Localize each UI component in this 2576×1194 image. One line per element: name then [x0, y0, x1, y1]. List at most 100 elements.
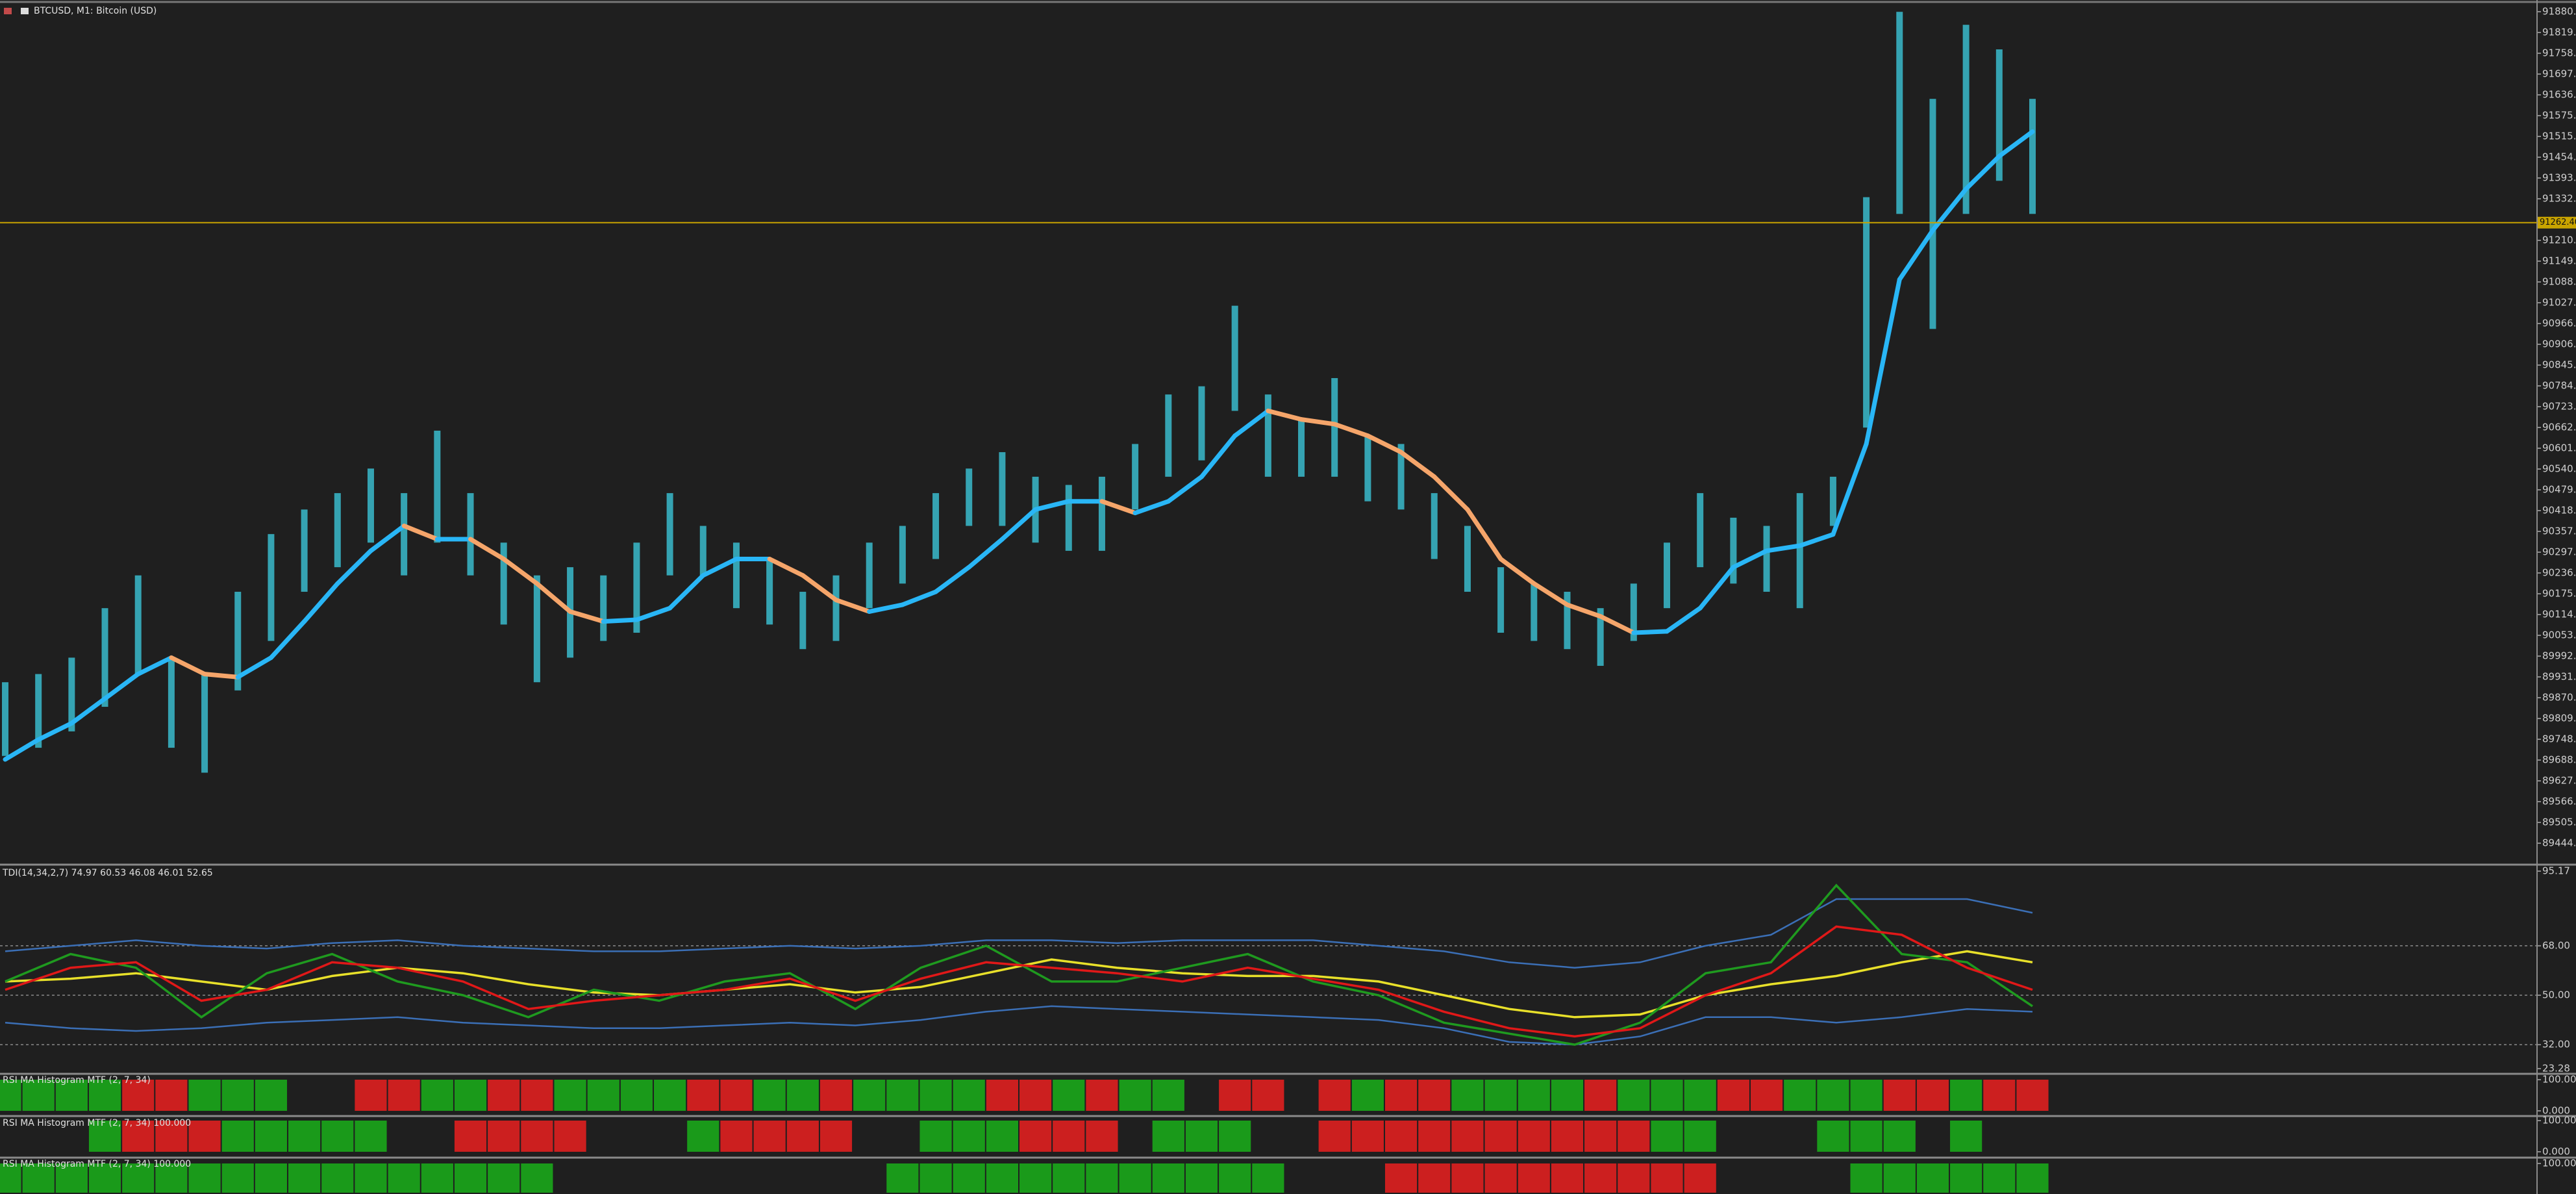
histogram-bar: [1484, 1121, 1517, 1152]
histogram-bar: [1950, 1163, 1982, 1193]
price-bar: [268, 534, 275, 641]
moving-average: [568, 609, 606, 624]
histogram-bar: [221, 1163, 254, 1193]
price-bar: [1331, 378, 1338, 477]
price-bar: [1098, 476, 1105, 551]
histogram-bar: [488, 1121, 520, 1152]
histogram-bar: [1351, 1121, 1384, 1152]
histogram-bar: [1318, 1121, 1351, 1152]
y-tick-label: 89688.00: [2542, 754, 2576, 766]
histogram-bar: [1850, 1080, 1882, 1111]
histogram-bar: [1019, 1080, 1052, 1111]
histogram-bar: [1219, 1121, 1251, 1152]
moving-average: [1199, 433, 1238, 479]
histogram-bar: [720, 1080, 753, 1111]
histogram-bar: [1850, 1163, 1882, 1193]
price-bar: [799, 591, 807, 650]
price-bar: [1364, 435, 1371, 502]
histogram-bar: [853, 1080, 886, 1111]
histogram-bar: [255, 1080, 288, 1111]
histogram-bar: [1950, 1121, 1982, 1152]
y-tick-label: 90662.40: [2542, 422, 2576, 433]
y-tick-label: 91819.50: [2542, 27, 2576, 38]
moving-average: [1531, 581, 1569, 607]
price-bar: [1464, 526, 1471, 592]
histogram-bar: [1219, 1080, 1251, 1111]
histogram-bar: [488, 1080, 520, 1111]
histogram-bar: [1119, 1080, 1151, 1111]
y-tick-label: 68.00: [2542, 939, 2570, 951]
histogram-bar: [421, 1080, 453, 1111]
histogram-bar: [919, 1163, 952, 1193]
y-tick-label: 90540.60: [2542, 463, 2576, 475]
histogram-bar: [919, 1080, 952, 1111]
moving-average: [1166, 474, 1204, 504]
histogram-bar: [122, 1163, 155, 1193]
y-tick-label: 91880.40: [2542, 6, 2576, 18]
price-bar: [134, 575, 142, 674]
price-bar: [699, 526, 707, 576]
moving-average: [668, 573, 706, 611]
histogram-bar: [1152, 1163, 1184, 1193]
histogram-bar: [188, 1121, 221, 1152]
moving-average: [3, 737, 41, 762]
histogram-bar: [1019, 1121, 1052, 1152]
histogram-bar: [1053, 1121, 1085, 1152]
moving-average: [302, 581, 340, 624]
histogram-bar: [488, 1163, 520, 1193]
histogram-bar: [1384, 1121, 1418, 1152]
histogram-bar: [55, 1163, 88, 1193]
price-bar: [633, 542, 640, 633]
y-tick-label: 89992.50: [2542, 650, 2576, 662]
histogram-bar: [1850, 1121, 1882, 1152]
histogram-bar: [720, 1121, 753, 1152]
histogram-bar: [1086, 1080, 1118, 1111]
histogram-bar: [1418, 1080, 1451, 1111]
tdi-line: [5, 950, 2033, 1019]
histogram-bar: [886, 1080, 919, 1111]
moving-average: [1997, 129, 2035, 159]
price-bar: [766, 559, 773, 625]
price-bar: [966, 468, 973, 526]
histogram-bar: [1618, 1121, 1650, 1152]
moving-average: [900, 589, 938, 607]
histogram-bar: [2016, 1080, 2049, 1111]
price-bar: [401, 493, 408, 576]
price-bar: [600, 575, 607, 641]
y-tick-label: 90418.80: [2542, 505, 2576, 516]
moving-average: [136, 655, 174, 677]
price-bar: [101, 608, 108, 707]
moving-average: [1465, 507, 1503, 562]
moving-average: [1299, 417, 1337, 427]
moving-average: [933, 565, 971, 594]
y-tick-label: 23.28: [2542, 1063, 2570, 1074]
y-tick-label: 90906.00: [2542, 338, 2576, 350]
price-bar: [1664, 542, 1671, 609]
y-tick-label: 90357.90: [2542, 526, 2576, 537]
histogram-bar: [819, 1121, 853, 1152]
price-bar: [1564, 591, 1571, 650]
histogram-bar: [953, 1080, 985, 1111]
histogram-bar: [1784, 1080, 1816, 1111]
histogram-bar: [1418, 1121, 1451, 1152]
moving-average: [767, 557, 805, 578]
panel-title: RSI MA Histogram MTF (2, 7, 34) 100.000: [3, 1159, 191, 1169]
price-bar: [500, 542, 507, 625]
histogram-bar: [1252, 1163, 1284, 1193]
price-bar: [832, 575, 840, 641]
moving-average: [235, 655, 273, 680]
tdi-line: [5, 925, 2033, 1038]
price-bar: [1929, 99, 1936, 329]
histogram-bar: [1817, 1121, 1849, 1152]
moving-average: [69, 696, 108, 726]
histogram-bar: [388, 1080, 420, 1111]
histogram-bar: [919, 1121, 952, 1152]
histogram-bar: [1584, 1121, 1617, 1152]
histogram-bar: [122, 1080, 155, 1111]
histogram-bar: [620, 1080, 653, 1111]
moving-average: [1764, 543, 1803, 553]
histogram-bar: [1551, 1080, 1584, 1111]
y-tick-label: 90479.70: [2542, 484, 2576, 496]
histogram-bar: [421, 1163, 453, 1193]
y-tick-label: 90236.10: [2542, 567, 2576, 579]
